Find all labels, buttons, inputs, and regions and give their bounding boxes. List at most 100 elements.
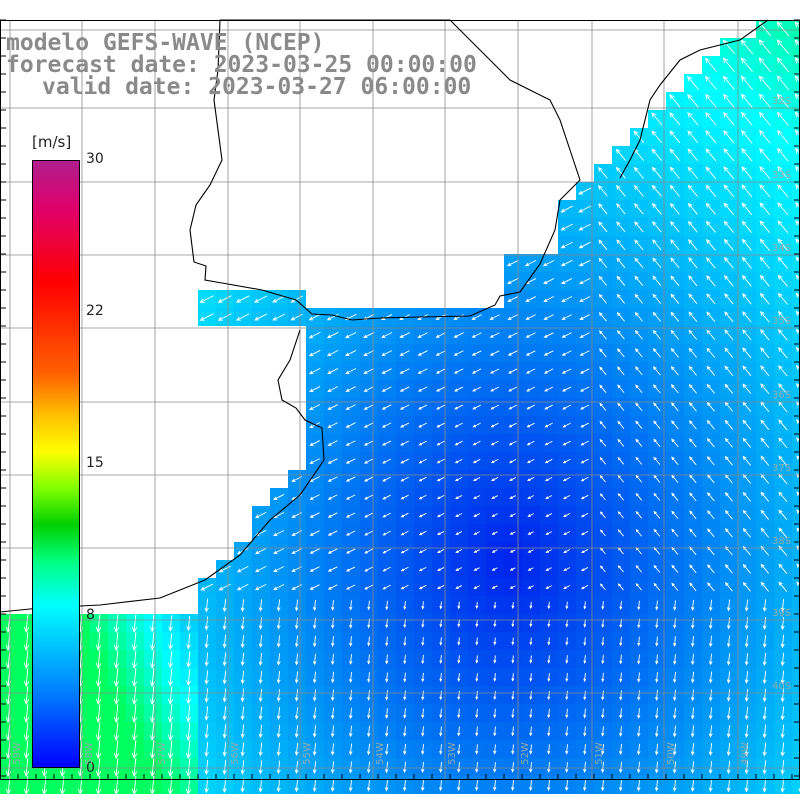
wind-cell	[792, 578, 800, 596]
wind-arrow	[565, 601, 569, 610]
longitude-label: 54W	[374, 742, 386, 765]
wind-arrow	[399, 386, 410, 392]
wind-arrow	[385, 654, 389, 665]
wind-arrow	[525, 332, 536, 338]
wind-arrow	[345, 440, 356, 446]
wind-arrow	[150, 614, 156, 633]
wind-arrow	[562, 495, 571, 500]
wind-arrow	[724, 419, 734, 430]
wind-arrow	[762, 670, 767, 685]
wind-arrow	[561, 296, 573, 302]
wind-arrow	[616, 239, 626, 251]
wind-arrow	[382, 440, 392, 446]
wind-arrow	[762, 742, 767, 757]
wind-arrow	[760, 383, 770, 395]
wind-arrow	[185, 722, 192, 741]
wind-arrow	[547, 601, 551, 610]
wind-arrow	[471, 332, 482, 338]
wind-arrow	[671, 420, 679, 430]
wind-arrow	[204, 724, 209, 739]
wind-arrow	[726, 617, 731, 630]
wind-arrow	[671, 582, 679, 591]
wind-arrow	[345, 566, 356, 572]
wind-arrow	[204, 706, 209, 721]
wind-arrow	[276, 653, 281, 666]
wind-arrow	[511, 655, 515, 664]
wind-arrow	[544, 440, 553, 446]
wind-arrow	[364, 512, 374, 518]
wind-arrow	[436, 476, 445, 482]
wind-arrow	[95, 704, 102, 723]
wind-arrow	[436, 422, 445, 428]
wind-arrow	[580, 512, 589, 518]
wind-arrow	[543, 332, 554, 338]
wind-arrow	[313, 617, 317, 630]
wind-arrow	[199, 313, 214, 321]
wind-arrow	[131, 740, 138, 759]
wind-arrow	[653, 456, 661, 465]
wind-arrow	[473, 585, 480, 589]
wind-arrow	[579, 386, 590, 392]
wind-arrow	[385, 690, 389, 701]
wind-arrow	[204, 616, 209, 631]
wind-arrow	[794, 129, 800, 137]
wind-arrow	[527, 513, 534, 517]
wind-arrow	[382, 494, 391, 500]
wind-arrow	[652, 275, 662, 287]
wind-arrow	[655, 690, 659, 701]
wind-arrow	[543, 278, 555, 285]
wind-arrow	[776, 111, 789, 126]
wind-arrow	[309, 566, 320, 572]
wind-arrow	[705, 220, 716, 233]
wind-arrow	[601, 726, 605, 737]
wind-arrow	[726, 742, 731, 757]
wind-arrow	[345, 494, 356, 500]
wind-arrow	[724, 311, 734, 323]
wind-arrow	[167, 758, 174, 777]
wind-cell	[792, 200, 800, 218]
wind-arrow	[759, 310, 770, 323]
wind-arrow	[723, 166, 735, 180]
wind-arrow	[651, 202, 662, 215]
wind-arrow	[366, 743, 371, 756]
wind-arrow	[634, 239, 644, 251]
wind-arrow	[113, 758, 120, 777]
wind-arrow	[381, 422, 392, 428]
wind-arrow	[707, 582, 715, 592]
wind-arrow	[742, 419, 752, 430]
wind-arrow	[439, 655, 443, 664]
wind-arrow	[543, 314, 554, 320]
wind-arrow	[652, 366, 661, 376]
wind-arrow	[366, 779, 371, 792]
wind-arrow	[706, 383, 716, 394]
wind-arrow	[491, 567, 498, 571]
wind-arrow	[547, 744, 551, 755]
wind-arrow	[579, 314, 590, 320]
wind-arrow	[403, 672, 407, 683]
wind-arrow	[598, 257, 608, 268]
wind-cell	[792, 776, 800, 794]
wind-arrow	[691, 600, 695, 611]
latitude-label: 36S	[772, 390, 792, 401]
wind-arrow	[258, 760, 263, 775]
wind-arrow	[598, 184, 608, 197]
wind-arrow	[653, 564, 661, 573]
wind-arrow	[708, 635, 713, 648]
wind-arrow	[527, 531, 534, 535]
wind-arrow	[529, 655, 533, 664]
wind-arrow	[637, 636, 641, 647]
wind-arrow	[95, 758, 102, 777]
wind-arrow	[327, 458, 338, 464]
wind-arrow	[561, 314, 572, 320]
wind-arrow	[526, 440, 535, 446]
wind-arrow	[349, 600, 353, 611]
wind-arrow	[454, 476, 463, 482]
wind-arrow	[23, 668, 30, 687]
wind-arrow	[547, 762, 551, 773]
wind-arrow	[617, 493, 624, 501]
wind-arrow	[744, 706, 749, 721]
wind-arrow	[617, 348, 625, 358]
wind-arrow	[367, 672, 371, 683]
wind-arrow	[705, 148, 717, 162]
wind-cell	[792, 380, 800, 398]
